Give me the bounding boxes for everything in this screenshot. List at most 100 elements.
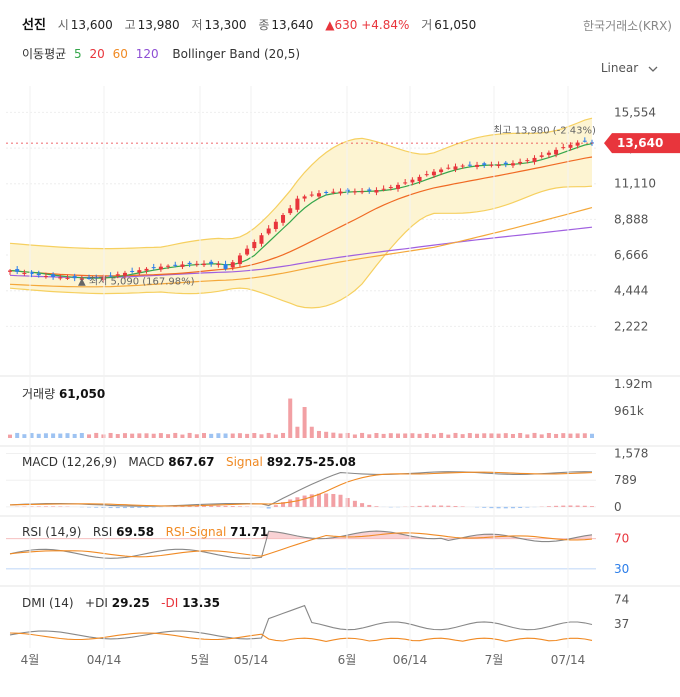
macd-histogram-bar: [496, 506, 501, 509]
volume-bar: [108, 432, 113, 438]
candle-body: [503, 162, 508, 165]
macd-histogram-bar: [324, 493, 329, 507]
volume-bar: [51, 433, 56, 438]
volume-bar: [590, 433, 594, 438]
volume-bar: [489, 433, 494, 438]
candle-body: [403, 182, 408, 184]
candle-body: [51, 274, 56, 277]
candle-body: [158, 266, 163, 270]
chevron-down-icon: [648, 66, 658, 72]
x-tick-label: 5월: [191, 653, 210, 667]
macd-histogram-bar: [525, 506, 530, 508]
scale-dropdown[interactable]: Linear: [601, 61, 658, 75]
volume-bar: [209, 433, 214, 438]
open-value: 13,600: [70, 18, 113, 32]
candle-body: [374, 190, 379, 193]
candle-body: [87, 278, 92, 280]
macd-histogram-bar: [489, 506, 494, 509]
volume-bar: [532, 432, 537, 438]
macd-histogram-bar: [439, 505, 444, 507]
ma5-legend: 5: [74, 47, 82, 61]
pdi-value: 29.25: [111, 596, 150, 610]
volume-bar: [539, 434, 544, 438]
candle-body: [453, 166, 458, 170]
volume-bar: [115, 434, 120, 438]
bollinger-legend: Bollinger Band (20,5): [172, 47, 301, 61]
macd-histogram-bar: [302, 495, 307, 507]
candle-body: [130, 270, 135, 272]
volume-bar: [94, 432, 99, 438]
macd-histogram-bar: [424, 505, 429, 507]
ma-legend[interactable]: 이동평균 5 20 60 120 Bollinger Band (20,5): [22, 45, 304, 62]
candle-body: [424, 174, 429, 176]
volume-value: 61,050: [434, 18, 477, 32]
y-tick-label: 15,554: [614, 105, 656, 119]
volume-bar: [101, 434, 106, 438]
macd-histogram-bar: [94, 506, 99, 508]
volume-bar: [194, 434, 199, 438]
candle-body: [331, 191, 336, 193]
ma120-legend: 120: [135, 47, 159, 61]
volume-bar: [237, 433, 242, 438]
macd-y-tick: 0: [614, 500, 622, 514]
candle-body: [316, 193, 321, 197]
candle-body: [288, 208, 293, 214]
candle-body: [58, 277, 63, 279]
x-tick-label: 06/14: [393, 653, 428, 667]
macd-histogram-bar: [180, 506, 185, 507]
volume-bar: [223, 433, 228, 438]
rsi-panel-label: RSI (14,9) RSI 69.58 RSI-Signal 71.71: [22, 525, 269, 539]
macd-histogram-bar: [122, 506, 127, 509]
candle-body: [166, 265, 171, 267]
candle-body: [266, 228, 271, 234]
macd-histogram-bar: [374, 506, 379, 507]
volume-bar: [467, 433, 472, 438]
macd-histogram-bar: [187, 506, 192, 507]
macd-histogram-bar: [295, 497, 300, 507]
volume-bar: [173, 432, 178, 438]
macd-histogram-bar: [518, 506, 523, 508]
high-label: 고: [124, 18, 136, 32]
candle-body: [510, 163, 515, 166]
macd-histogram-bar: [360, 503, 365, 507]
volume-bar: [281, 432, 286, 438]
macd-histogram-bar: [281, 502, 286, 507]
current-price-label: 13,640: [617, 136, 663, 150]
volume-panel-value: 61,050: [58, 387, 106, 401]
scale-label: Linear: [600, 61, 639, 75]
rsi-y-tick: 70: [614, 532, 629, 546]
candle-body: [108, 275, 113, 277]
mdi-value: 13.35: [182, 596, 221, 610]
volume-bar: [324, 431, 329, 438]
volume-bar: [475, 433, 480, 438]
volume-y-tick: 1.92m: [614, 377, 652, 391]
candle-body: [410, 179, 415, 183]
candle-body: [223, 264, 228, 269]
volume-bar: [388, 433, 393, 438]
volume-bar: [482, 433, 487, 438]
rsi-signal-line: [9, 532, 593, 558]
exchange-label: 한국거래소(KRX): [583, 19, 672, 33]
volume-bar: [130, 433, 135, 438]
macd-histogram-bar: [115, 506, 120, 509]
rsi-signal-value: 71.71: [230, 525, 269, 539]
macd-histogram-bar: [36, 506, 41, 507]
volume-bar: [22, 434, 27, 438]
volume-bar: [166, 434, 171, 438]
volume-bar: [431, 434, 436, 438]
ma20-legend: 20: [89, 47, 105, 61]
dmi-y-tick: 37: [614, 617, 629, 631]
rsi-y-tick: 30: [614, 562, 629, 576]
candle-body: [467, 164, 472, 166]
candle-body: [431, 171, 436, 176]
macd-histogram-bar: [331, 493, 336, 507]
x-tick-label: 6월: [338, 653, 357, 667]
macd-histogram-bar: [309, 494, 314, 507]
macd-histogram-bar: [446, 505, 451, 507]
candle-body: [539, 155, 544, 157]
max-price-annotation: 최고 13,980 (-2.43%): [493, 125, 596, 137]
candle-body: [568, 144, 573, 148]
volume-bar: [417, 433, 422, 438]
candle-body: [29, 271, 34, 275]
